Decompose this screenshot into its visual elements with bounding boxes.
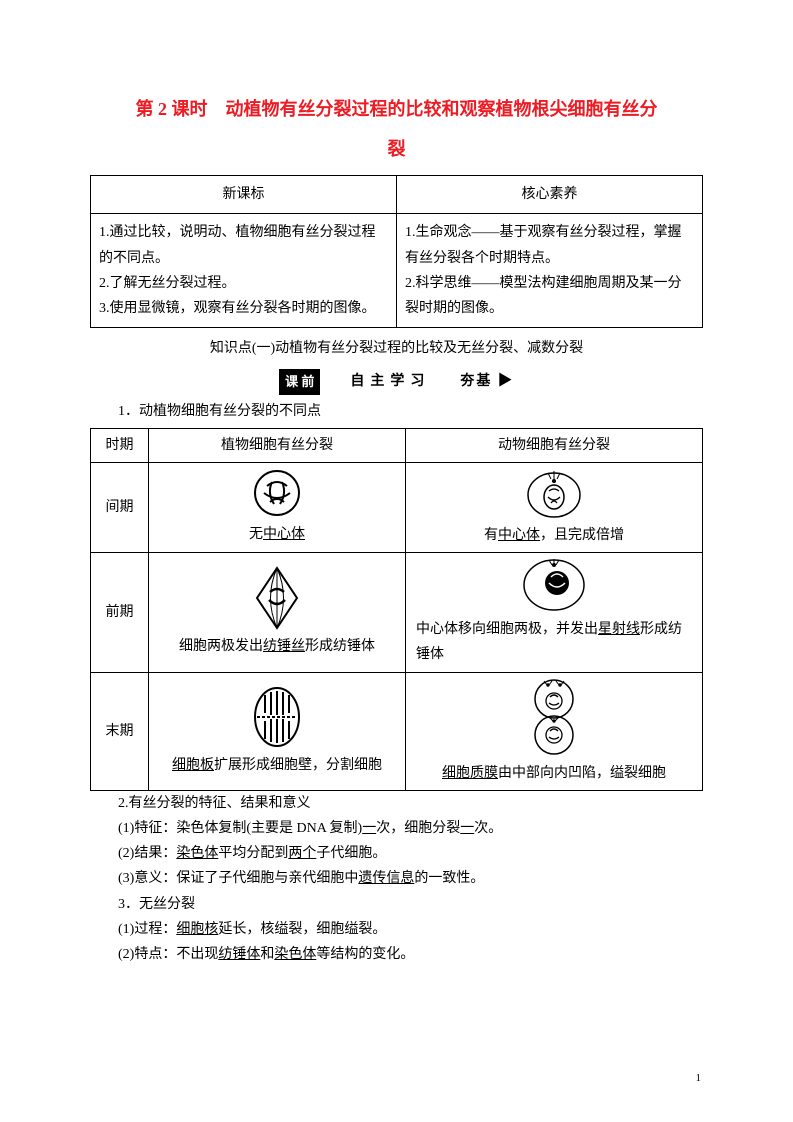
animal-interphase: 有中心体，且完成倍增 [406,463,703,553]
animal-prophase-icon [521,557,587,613]
animal-prophase: 中心体移向细胞两极，并发出星射线形成纺锤体 [406,553,703,672]
standards-left-3: 3.使用显微镜，观察有丝分裂各时期的图像。 [99,296,388,321]
standards-right-2: 2.科学思维——模型法构建细胞周期及某一分裂时期的图像。 [405,271,694,321]
standards-table: 新课标 核心素养 1.通过比较，说明动、植物细胞有丝分裂过程的不同点。 2.了解… [90,175,703,328]
table-row: 间期 无中心体 [91,463,703,553]
heading-2: 2.有丝分裂的特征、结果和意义 [90,791,703,816]
phase-label: 末期 [91,672,149,790]
title-line-1: 第 2 课时 动植物有丝分裂过程的比较和观察植物根尖细胞有丝分 [90,90,703,130]
comp-h2: 动物细胞有丝分裂 [406,428,703,462]
standards-header-right: 核心素养 [397,176,703,214]
standards-header-left: 新课标 [91,176,397,214]
animal-interphase-caption: 有中心体，且完成倍增 [480,523,628,548]
comp-h1: 植物细胞有丝分裂 [149,428,406,462]
page-number: 1 [696,1072,702,1084]
banner-arrow: 夯基 ▶ [460,369,514,394]
phase-label: 间期 [91,463,149,553]
standards-right-cell: 1.生命观念——基于观察有丝分裂过程，掌握有丝分裂各个时期特点。 2.科学思维—… [397,214,703,328]
plant-prophase-caption: 细胞两极发出纺锤丝形成纺锤体 [175,634,379,659]
banner-tag: 课 前 [279,369,320,394]
knowledge-point: 知识点(一)动植物有丝分裂过程的比较及无丝分裂、减数分裂 [90,336,703,361]
item-2c: (3)意义：保证了子代细胞与亲代细胞中遗传信息的一致性。 [90,866,703,891]
heading-1: 1．动植物细胞有丝分裂的不同点 [90,399,703,424]
item-2a: (1)特征：染色体复制(主要是 DNA 复制)一次，细胞分裂一次。 [90,816,703,841]
plant-telophase-icon [251,685,303,749]
comparison-table: 时期 植物细胞有丝分裂 动物细胞有丝分裂 间期 无中心体 [90,428,703,791]
section-banner: 课 前 自主学习 夯基 ▶ [90,369,703,394]
animal-interphase-icon [524,467,584,519]
plant-interphase: 无中心体 [149,463,406,553]
page-title: 第 2 课时 动植物有丝分裂过程的比较和观察植物根尖细胞有丝分 裂 [90,90,703,169]
plant-interphase-caption: 无中心体 [245,522,309,547]
standards-left-2: 2.了解无丝分裂过程。 [99,271,388,296]
item-3b: (2)特点：不出现纺锤体和染色体等结构的变化。 [90,942,703,967]
animal-telophase: 细胞质膜由中部向内凹陷，缢裂细胞 [406,672,703,790]
item-3a: (1)过程：细胞核延长，核缢裂，细胞缢裂。 [90,917,703,942]
heading-3: 3．无丝分裂 [90,892,703,917]
comp-h0: 时期 [91,428,149,462]
phase-label: 前期 [91,553,149,672]
standards-left-cell: 1.通过比较，说明动、植物细胞有丝分裂过程的不同点。 2.了解无丝分裂过程。 3… [91,214,397,328]
animal-telophase-caption: 细胞质膜由中部向内凹陷，缢裂细胞 [438,761,670,786]
banner-mid: 自主学习 [350,369,430,394]
plant-interphase-icon [252,468,302,518]
table-row: 前期 细胞两极发出纺锤丝形成纺锤体 [91,553,703,672]
plant-prophase-icon [252,566,302,630]
plant-prophase: 细胞两极发出纺锤丝形成纺锤体 [149,553,406,672]
plant-telophase: 细胞板扩展形成细胞壁，分割细胞 [149,672,406,790]
item-2b: (2)结果：染色体平均分配到两个子代细胞。 [90,841,703,866]
standards-left-1: 1.通过比较，说明动、植物细胞有丝分裂过程的不同点。 [99,220,388,270]
table-row: 末期 细胞板扩展形成细胞壁，分割细胞 [91,672,703,790]
animal-telophase-icon [526,677,582,757]
title-line-2: 裂 [90,130,703,170]
plant-telophase-caption: 细胞板扩展形成细胞壁，分割细胞 [168,753,386,778]
animal-prophase-caption: 中心体移向细胞两极，并发出星射线形成纺锤体 [412,617,696,667]
standards-right-1: 1.生命观念——基于观察有丝分裂过程，掌握有丝分裂各个时期特点。 [405,220,694,270]
